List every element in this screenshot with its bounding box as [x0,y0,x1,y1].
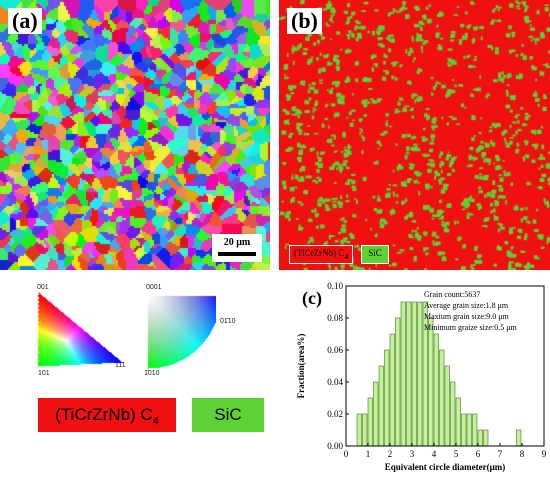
ipf-hex-sector [146,294,216,369]
x-tick-label: 7 [498,449,503,459]
ipf-cubic-br-label: 111 [115,362,126,369]
panel-b-label: (b) [287,8,322,34]
histogram-bar [378,365,384,447]
chart-annotation: Maxium grain size:9.0 μm [424,312,509,321]
histogram-bar [439,349,445,447]
panel-a-label: (a) [8,8,42,34]
y-tick-label: 0.08 [327,313,343,323]
y-tick-label: 0.02 [327,409,343,419]
scale-bar-label: 20 μm [223,237,251,248]
ipf-hex-legend: 0001 01̄10 1̄010 [144,284,236,377]
ipf-hex-top-label: 0001 [146,284,162,291]
histogram-bar [450,381,456,447]
legend-sic-large: SiC [192,398,264,432]
x-tick-label: 3 [410,449,415,459]
orientation-map-image [0,0,270,270]
histogram-bar [373,381,379,447]
ipf-cubic-top-label: 001 [37,284,49,291]
histogram-bar [384,349,390,447]
histogram-bar [406,301,412,447]
plot-frame [345,285,545,447]
histogram-bar [362,413,368,447]
histogram-bar [356,413,362,447]
ipf-hex-bl-label: 1̄010 [144,370,160,377]
histogram-bar [428,317,434,447]
legend-phase-small: (TiCrZrNb) C4 [289,245,354,264]
x-tick-label: 5 [454,449,459,459]
grain-orientation-map: (a) 20 μm [0,0,270,270]
y-tick-label: 0.06 [327,345,343,355]
scale-bar-box: 20 μm [212,234,262,262]
histogram-bar [444,365,450,447]
ipf-cubic-triangle [36,290,126,370]
chart-annotation: Grain count:5637 [424,290,480,299]
histogram-svg: 0 1 2 3 4 5 6 7 8 9 0.00 0.02 0.04 0.06 0.08 0.10 (c) G… [296,281,547,472]
histogram-bar [461,413,467,447]
ipf-cubic-legend: 001 101 111 [36,284,126,377]
x-axis-label: Equivalent circle diameter(μm) [385,462,505,472]
x-tick-label: 8 [520,449,525,459]
panel-c-label: (c) [302,288,322,309]
histogram-bar [411,301,417,447]
histogram-bar [472,413,478,447]
histogram-bar [395,317,401,447]
histogram-bar [516,429,522,447]
histogram-bar [417,301,423,447]
phase-map-legend: (TiCrZrNb) C4 SiC [289,245,389,264]
histogram-bar [466,413,472,447]
ipf-hex-right-label: 01̄10 [220,318,236,325]
y-tick-label: 0.04 [327,377,343,387]
phase-map: (b) (TiCrZrNb) C4 SiC [279,0,550,270]
legend-phase-large: (TiCrZrNb) C4 [38,398,176,432]
x-tick-label: 4 [432,449,437,459]
scale-bar-line [218,252,256,256]
x-tick-label: 0 [344,449,349,459]
histogram-bar [483,429,489,447]
grain-size-histogram: 0 1 2 3 4 5 6 7 8 9 0.00 0.02 0.04 0.06 0.08 0.10 (c) G… [282,278,550,476]
histogram-bar [477,429,483,447]
x-tick-label: 1 [366,449,371,459]
y-tick-label: 0.00 [327,441,343,451]
y-axis-label: Fraction(area%) [296,334,306,399]
histogram-bar [389,333,395,447]
legend-sic-small: SiC [361,245,389,264]
histogram-bar [400,301,406,447]
histogram-bar [367,397,373,447]
histogram-bar [455,397,461,447]
x-tick-label: 9 [542,449,547,459]
x-tick-label: 6 [476,449,481,459]
phase-map-image [279,0,550,270]
ipf-cubic-bl-label: 101 [38,370,50,377]
x-tick-label: 2 [388,449,393,459]
chart-annotation: Minimum graize size:0.5 μm [424,323,517,332]
y-tick-label: 0.10 [327,281,343,291]
chart-annotation: Average grain size:1.8 μm [424,301,509,310]
histogram-bar [433,333,439,447]
